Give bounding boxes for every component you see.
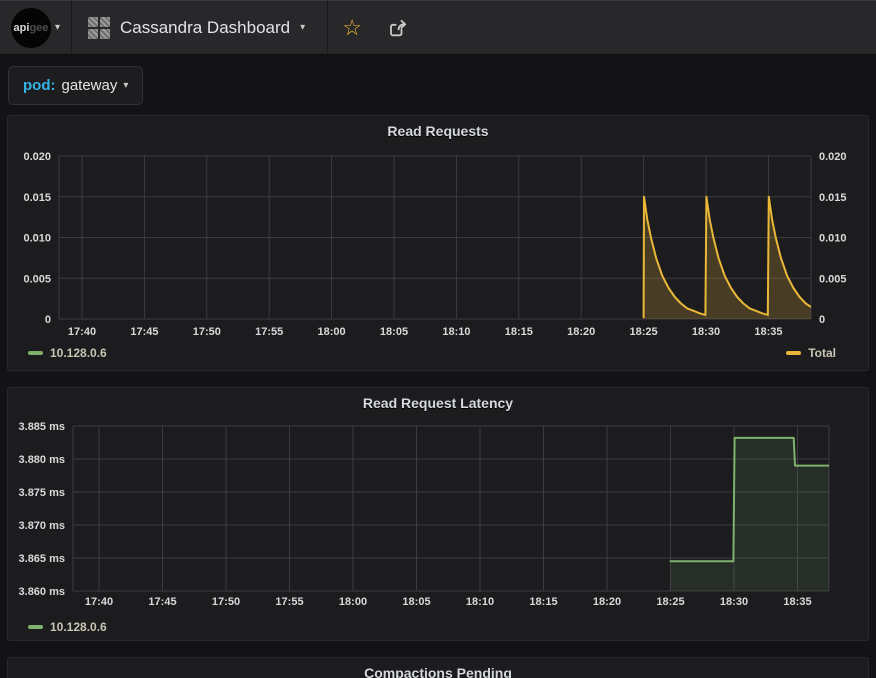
star-icon: ☆: [342, 14, 362, 40]
pod-variable-label: pod:: [23, 77, 56, 94]
apigee-logo: api gee: [10, 7, 51, 48]
svg-text:18:30: 18:30: [720, 596, 748, 608]
chevron-down-icon: ▾: [54, 21, 61, 33]
panel-title-read-requests[interactable]: Read Requests: [387, 123, 489, 139]
svg-text:17:45: 17:45: [148, 596, 176, 608]
svg-text:18:20: 18:20: [567, 326, 595, 338]
svg-text:0.005: 0.005: [819, 273, 847, 285]
apigee-logo-gee: gee: [29, 21, 49, 34]
dashboard-grid-icon: [88, 16, 110, 39]
legend-swatch: [28, 625, 43, 629]
svg-text:0: 0: [45, 314, 51, 326]
svg-text:17:55: 17:55: [255, 326, 283, 338]
legend-swatch: [786, 351, 802, 355]
panel-title-compactions-pending[interactable]: Compactions Pending: [364, 665, 512, 678]
org-menu-button[interactable]: api gee ▾: [0, 1, 72, 54]
read-requests-legend: 10.128.0.6 Total: [8, 340, 868, 360]
svg-text:0.020: 0.020: [819, 151, 847, 163]
svg-text:18:10: 18:10: [466, 596, 494, 608]
legend-item-10-128-0-6[interactable]: 10.128.0.6: [28, 346, 107, 360]
svg-text:3.865 ms: 3.865 ms: [19, 553, 65, 565]
svg-text:18:05: 18:05: [380, 326, 408, 338]
svg-text:18:30: 18:30: [692, 326, 720, 338]
share-dashboard-button[interactable]: [380, 10, 416, 46]
navbar-actions: ☆: [328, 1, 422, 54]
panel-read-requests: Read Requests 0.020 0.020 0.015 0.015 0.010 0…: [7, 115, 869, 371]
svg-text:17:45: 17:45: [130, 326, 158, 338]
svg-text:0.005: 0.005: [23, 273, 51, 285]
svg-text:18:10: 18:10: [442, 326, 470, 338]
chevron-down-icon: ▾: [300, 21, 306, 33]
svg-text:18:15: 18:15: [529, 596, 557, 608]
svg-text:18:05: 18:05: [402, 596, 430, 608]
svg-text:3.870 ms: 3.870 ms: [19, 520, 65, 532]
read-request-latency-chart[interactable]: 3.885 ms 3.880 ms 3.875 ms 3.870 ms 3.865 ms…: [8, 414, 868, 614]
template-variable-bar: pod: gateway ▾: [0, 55, 876, 105]
svg-text:18:15: 18:15: [505, 326, 533, 338]
chevron-down-icon: ▾: [123, 79, 129, 91]
svg-text:17:40: 17:40: [68, 326, 96, 338]
legend-item-total[interactable]: Total: [786, 346, 836, 360]
svg-text:17:50: 17:50: [212, 596, 240, 608]
read-request-latency-legend: 10.128.0.6: [8, 614, 868, 634]
pod-variable-value: gateway: [61, 77, 118, 94]
svg-text:0.010: 0.010: [23, 233, 51, 245]
page-title: Cassandra Dashboard: [120, 17, 291, 37]
legend-swatch: [28, 351, 43, 355]
legend-item-10-128-0-6[interactable]: 10.128.0.6: [28, 620, 107, 634]
dashboard-title-menu[interactable]: Cassandra Dashboard ▾: [72, 1, 329, 54]
navbar: api gee ▾ Cassandra Dashboard ▾ ☆: [0, 0, 876, 55]
svg-text:18:25: 18:25: [656, 596, 684, 608]
apigee-logo-api: api: [13, 21, 30, 34]
svg-text:18:00: 18:00: [339, 596, 367, 608]
svg-text:3.885 ms: 3.885 ms: [19, 421, 65, 433]
share-icon: [389, 19, 406, 36]
svg-text:0.015: 0.015: [819, 192, 847, 204]
svg-text:18:25: 18:25: [630, 326, 658, 338]
pod-variable-dropdown[interactable]: pod: gateway ▾: [8, 66, 144, 105]
svg-text:3.880 ms: 3.880 ms: [19, 454, 65, 466]
svg-text:3.875 ms: 3.875 ms: [19, 487, 65, 499]
svg-text:3.860 ms: 3.860 ms: [19, 586, 65, 598]
svg-text:0.020: 0.020: [23, 151, 51, 163]
panel-title-read-request-latency[interactable]: Read Request Latency: [362, 395, 514, 411]
svg-text:17:50: 17:50: [193, 326, 221, 338]
svg-text:17:40: 17:40: [85, 596, 113, 608]
svg-text:18:35: 18:35: [754, 326, 782, 338]
read-requests-chart[interactable]: 0.020 0.020 0.015 0.015 0.010 0.010 0.005 0.005…: [8, 142, 868, 340]
svg-text:18:00: 18:00: [318, 326, 346, 338]
svg-text:17:55: 17:55: [275, 596, 303, 608]
star-dashboard-button[interactable]: ☆: [334, 10, 370, 46]
svg-text:18:20: 18:20: [593, 596, 621, 608]
panel-read-request-latency: Read Request Latency 3.885 ms 3.880 ms 3.8…: [7, 387, 869, 641]
svg-text:0.015: 0.015: [23, 192, 51, 204]
svg-text:18:35: 18:35: [783, 596, 811, 608]
panel-compactions-pending: Compactions Pending: [7, 657, 869, 678]
svg-text:0.010: 0.010: [819, 233, 847, 245]
svg-text:0: 0: [819, 314, 825, 326]
